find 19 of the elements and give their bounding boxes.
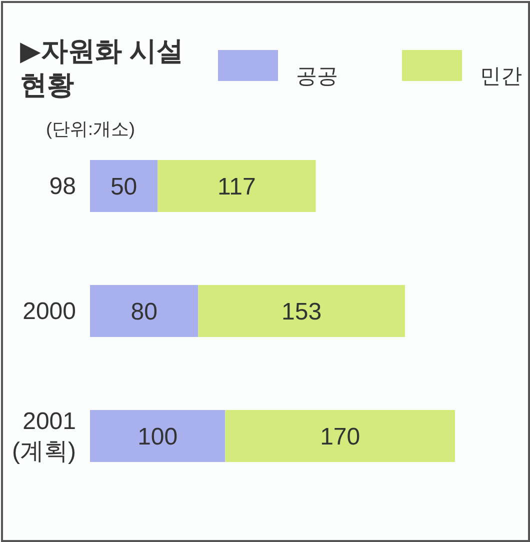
chart-title: ▶자원화 시설 현황 bbox=[20, 36, 184, 100]
data-label: 80 bbox=[130, 298, 158, 326]
legend-label: 민간 bbox=[480, 65, 522, 88]
bar bbox=[90, 285, 198, 337]
bar bbox=[158, 160, 316, 212]
data-label: 153 bbox=[282, 298, 322, 326]
y-tick-label: 98 bbox=[49, 172, 76, 200]
legend-label: 공공 bbox=[296, 65, 338, 88]
bar bbox=[225, 410, 455, 462]
bar bbox=[90, 410, 226, 462]
data-label: 170 bbox=[320, 424, 360, 450]
data-label: 50 bbox=[110, 174, 138, 200]
bar bbox=[198, 285, 405, 337]
bar bbox=[90, 160, 158, 212]
chart-subtitle: (단위:개소) bbox=[46, 119, 135, 139]
y-tick-label: 2000 bbox=[22, 298, 76, 324]
data-label: 117 bbox=[218, 174, 256, 200]
y-tick-label: 2001 (계획) bbox=[12, 408, 76, 464]
data-label: 100 bbox=[138, 424, 178, 450]
